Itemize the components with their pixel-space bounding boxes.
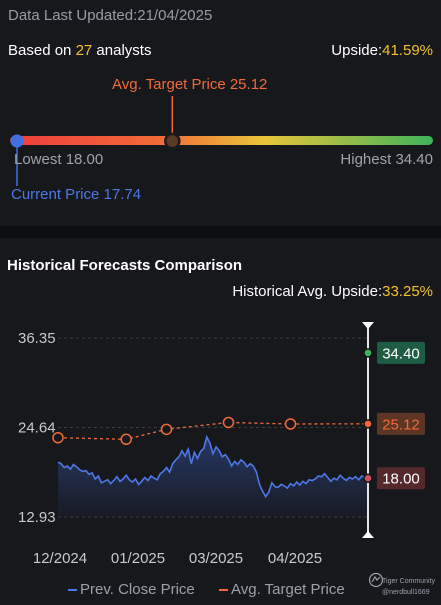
y-tick-label: 12.93 [18,509,56,526]
avg-target-badge-text: 25.12 [382,416,420,433]
historical-title: Historical Forecasts Comparison [7,257,243,274]
analyst-count-text: Based on 27 analysts [8,42,151,59]
avg-target-point [160,423,173,436]
range-gradient-bar [10,136,433,145]
target-range-bar [10,96,433,186]
legend-prev-close-swatch [68,589,77,592]
section-divider [0,226,441,238]
upside-text: Upside:41.59% [331,42,433,59]
marker-bottom-arrow [362,531,374,538]
upside-value: 41.59% [382,42,433,59]
x-tick-label: 01/2025 [111,550,165,567]
x-tick-label: 12/2024 [33,550,87,567]
avg-target-dot [363,419,373,429]
y-tick-label: 24.64 [18,420,56,437]
low-target-badge [377,467,425,490]
upside-label: Upside: [331,42,383,59]
lowest-label: Lowest 18.00 [14,151,104,168]
prev-close-price-line [57,434,369,499]
y-tick-label: 36.35 [18,330,56,347]
legend-avg-target: Avg. Target Price [219,581,345,598]
based-on-prefix: Based on [8,42,76,59]
marker-top-arrow [362,322,374,329]
legend-avg-target-swatch [219,589,228,592]
x-tick-label: 04/2025 [268,550,322,567]
last-updated-text: Data Last Updated:21/04/2025 [8,7,213,24]
avg-target-point [284,418,297,430]
legend-avg-target-label: Avg. Target Price [231,581,345,598]
avg-target-price-label: Avg. Target Price 25.12 [112,76,268,93]
brand-watermark: Tiger Community @nerdbull1669 [382,576,435,598]
avg-target-point [52,431,64,444]
low-target-dot [363,473,373,483]
historical-upside-text: Historical Avg. Upside:33.25% [232,283,433,300]
high-target-badge [377,341,425,364]
current-price-label: Current Price 17.74 [11,186,142,203]
legend-prev-close: Prev. Close Price [68,581,195,598]
analyst-count: 27 [75,42,93,59]
historical-upside-label: Historical Avg. Upside: [232,283,383,300]
tiger-logo-icon [368,572,384,588]
brand-name: Tiger Community [382,578,436,585]
historical-upside-value: 33.25% [382,283,433,300]
x-tick-label: 03/2025 [189,550,243,567]
highest-label: Highest 34.40 [340,151,433,168]
historical-forecast-chart: 36.35 24.64 12.93 12/2024 01/2025 03/2025 04/2… [18,322,425,567]
avg-target-point [120,433,132,446]
avg-target-badge [377,412,425,435]
based-on-suffix: analysts [92,42,152,59]
avg-target-point [222,416,235,429]
avg-target-price-line [57,421,369,440]
brand-user: @nerdbull1669 [382,589,430,596]
legend-prev-close-label: Prev. Close Price [80,581,195,598]
high-target-badge-text: 34.40 [382,345,420,362]
avg-target-marker [164,132,181,150]
current-price-marker [10,134,24,148]
high-target-dot [363,348,373,358]
low-target-badge-text: 18.00 [382,471,420,488]
price-area-fill [58,437,368,517]
